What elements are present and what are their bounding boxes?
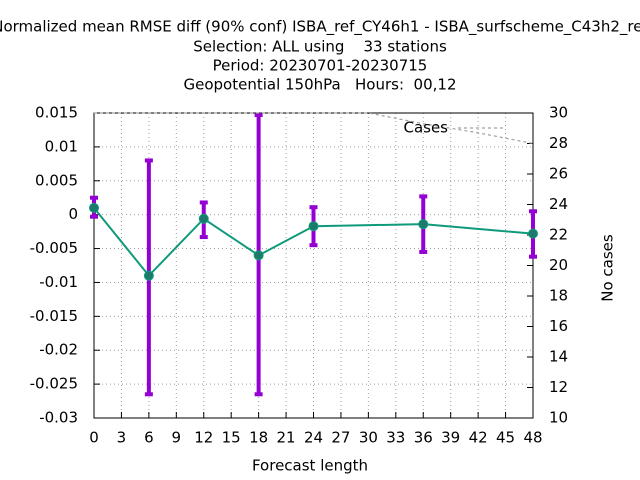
data-point	[418, 219, 429, 230]
data-point	[143, 270, 154, 281]
x-tick-label: 27	[331, 429, 350, 447]
y-tick-label: 0.01	[45, 137, 78, 155]
y-tick-label: 0.005	[35, 171, 78, 189]
x-tick-label: 24	[304, 429, 323, 447]
x-tick-label: 18	[249, 429, 268, 447]
x-tick-label: 45	[496, 429, 515, 447]
y2-tick-label: 22	[549, 226, 568, 244]
data-point	[253, 250, 264, 261]
y2-tick-label: 20	[549, 256, 568, 274]
legend-label: Cases	[403, 119, 448, 137]
data-point	[528, 228, 538, 239]
y2-tick-label: 18	[549, 287, 568, 305]
y2-tick-label: 26	[549, 165, 568, 183]
x-tick-label: 0	[89, 429, 99, 447]
y2-tick-label: 28	[549, 134, 568, 152]
cases-line	[94, 112, 534, 145]
x-tick-label: 12	[194, 429, 213, 447]
plot-frame	[93, 112, 534, 419]
y-tick-label: -0.015	[30, 307, 78, 325]
y-tick-label: -0.02	[39, 341, 78, 359]
y2-axis-label: No cases	[599, 234, 617, 302]
x-tick-label: 42	[469, 429, 488, 447]
x-tick-label: 6	[144, 429, 154, 447]
chart-subtitle: Geopotential 150hPa Hours: 00,12	[183, 76, 456, 94]
data-point	[89, 202, 99, 213]
x-tick-label: 39	[441, 429, 460, 447]
chart-title: Normalized mean RMSE diff (90% conf) ISB…	[0, 18, 640, 37]
y2-tick-label: 12	[549, 378, 568, 396]
y2-tick-label: 16	[549, 317, 568, 335]
x-tick-label: 48	[523, 429, 542, 447]
y-tick-label: -0.01	[39, 273, 78, 291]
y-tick-label: 0.015	[35, 104, 78, 122]
y-tick-label: -0.025	[30, 375, 78, 393]
y2-tick-label: 14	[549, 348, 568, 366]
y-tick-label: 0	[68, 205, 78, 223]
y2-tick-label: 10	[549, 409, 568, 427]
y2-tick-label: 24	[549, 195, 568, 213]
x-tick-label: 3	[117, 429, 127, 447]
y2-tick-label: 30	[549, 104, 568, 122]
x-tick-label: 15	[222, 429, 241, 447]
x-axis-label: Forecast length	[252, 457, 368, 475]
x-tick-label: 9	[172, 429, 182, 447]
y-tick-label: -0.03	[39, 409, 78, 427]
y-tick-label: -0.005	[30, 239, 78, 257]
chart-subtitle: Period: 20230701-20230715	[213, 57, 428, 75]
chart-subtitle: Selection: ALL using 33 stations	[193, 38, 447, 56]
x-tick-label: 36	[414, 429, 433, 447]
x-tick-label: 21	[277, 429, 296, 447]
x-tick-label: 33	[386, 429, 405, 447]
data-point	[308, 221, 319, 232]
x-tick-label: 30	[359, 429, 378, 447]
data-point	[198, 213, 209, 224]
